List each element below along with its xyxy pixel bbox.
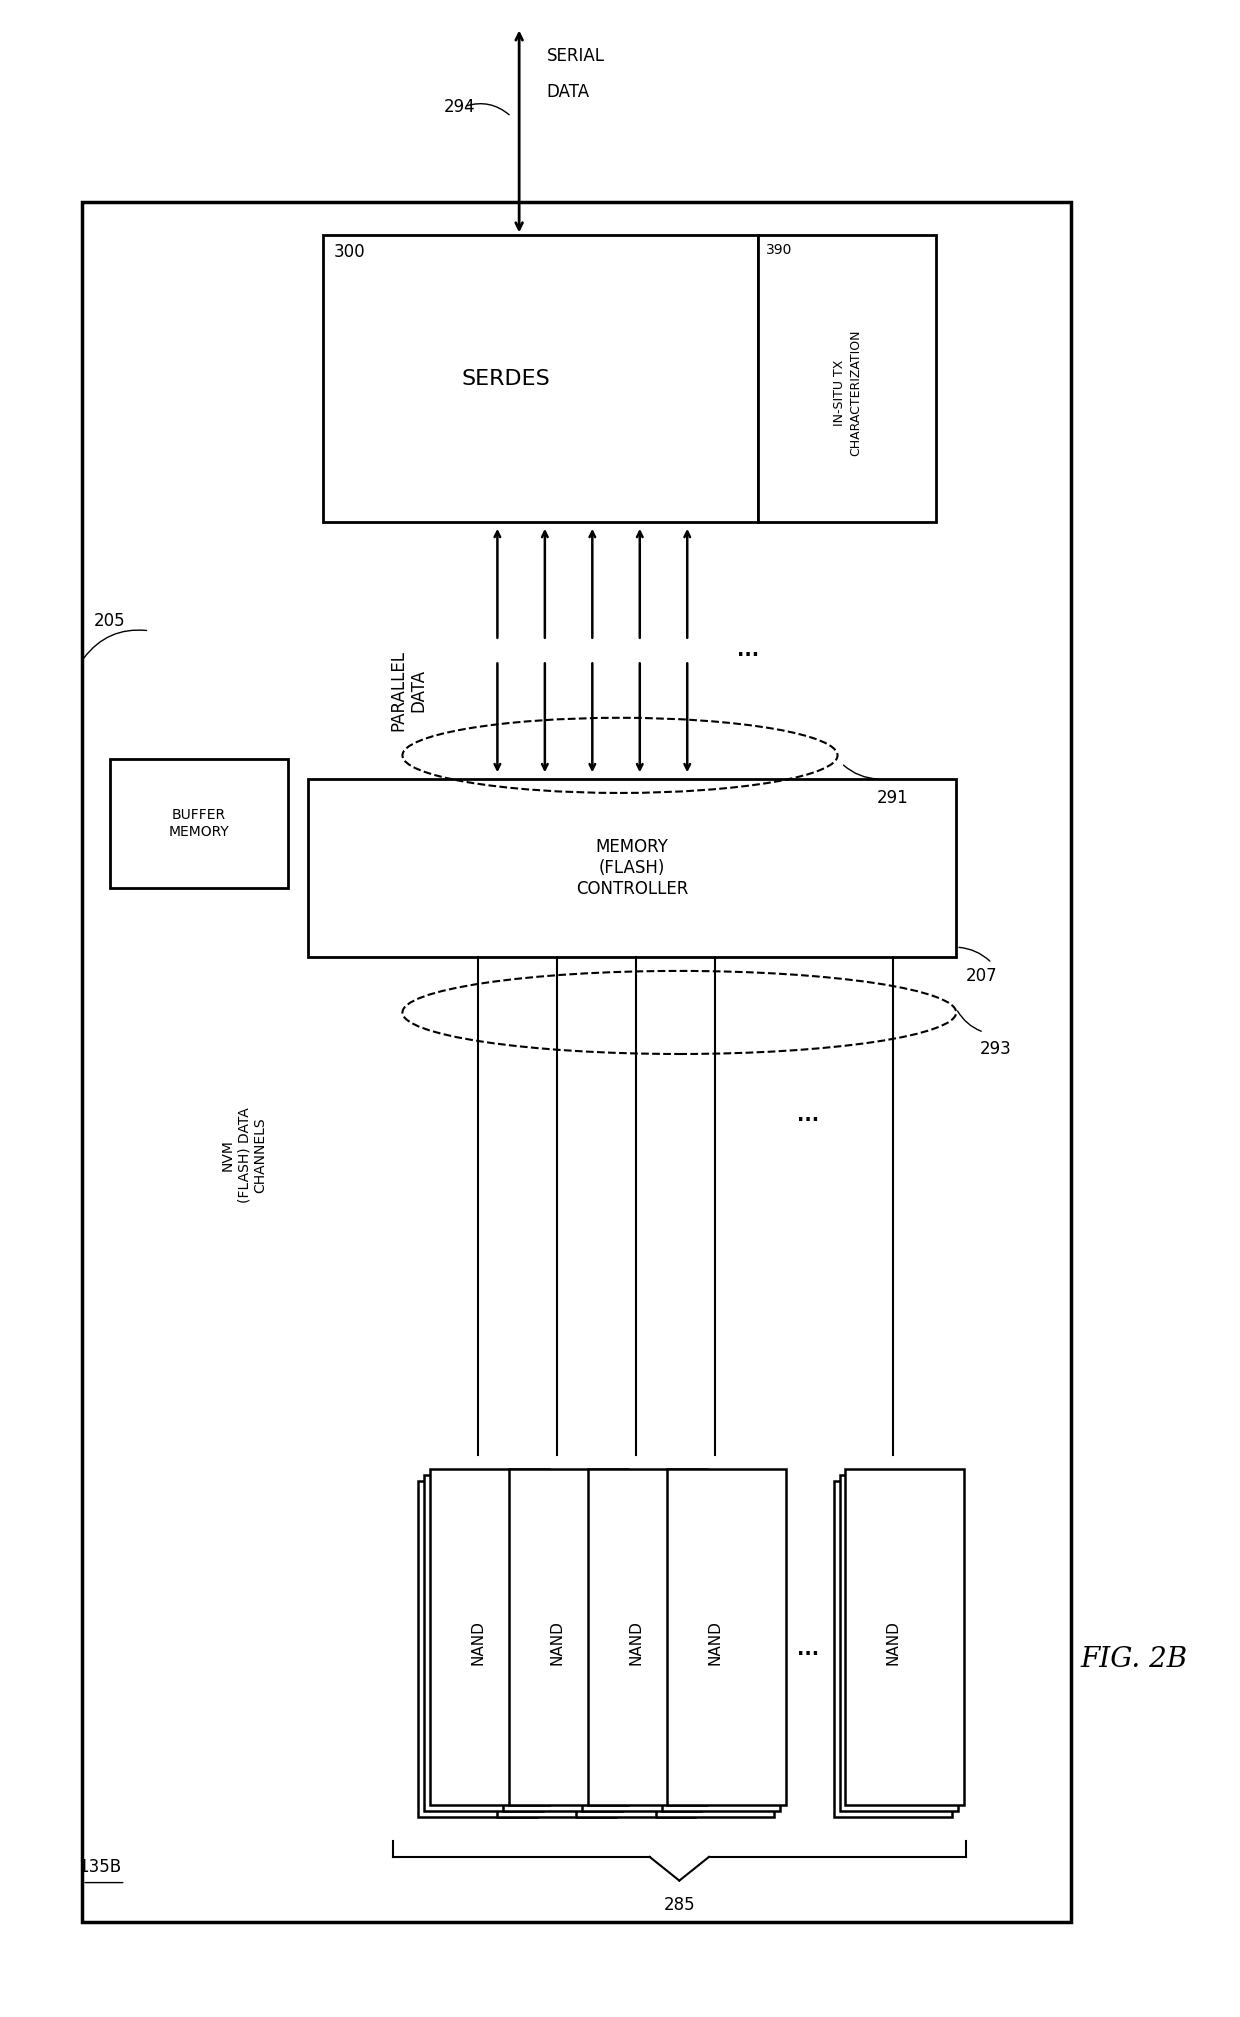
Bar: [324, 236, 759, 522]
Bar: [497, 1480, 616, 1817]
Bar: [430, 1468, 549, 1805]
Text: NAND: NAND: [885, 1620, 900, 1664]
Text: 205: 205: [94, 611, 125, 629]
Text: SERDES: SERDES: [461, 369, 551, 389]
Text: 293: 293: [980, 1041, 1012, 1059]
Text: MEMORY
(FLASH)
CONTROLLER: MEMORY (FLASH) CONTROLLER: [575, 839, 688, 898]
Bar: [583, 1474, 701, 1811]
Text: NAND: NAND: [470, 1620, 485, 1664]
Text: SERIAL: SERIAL: [547, 46, 605, 65]
Bar: [759, 236, 936, 522]
Bar: [833, 1480, 952, 1817]
Text: NAND: NAND: [629, 1620, 644, 1664]
Text: ...: ...: [797, 1640, 818, 1658]
Text: BUFFER
MEMORY: BUFFER MEMORY: [169, 809, 229, 839]
Text: 135B: 135B: [78, 1858, 122, 1876]
Bar: [510, 1468, 627, 1805]
Text: IN-SITU TX
CHARACTERIZATION: IN-SITU TX CHARACTERIZATION: [833, 329, 862, 456]
Text: ...: ...: [738, 641, 760, 660]
Bar: [577, 1480, 696, 1817]
Bar: [418, 1480, 537, 1817]
Bar: [588, 1468, 707, 1805]
Text: ...: ...: [797, 1105, 818, 1125]
Bar: [846, 1468, 965, 1805]
Bar: [82, 202, 1071, 1922]
Bar: [110, 758, 288, 887]
Bar: [667, 1468, 786, 1805]
Text: DATA: DATA: [547, 83, 590, 101]
Text: 285: 285: [663, 1896, 696, 1914]
Text: 207: 207: [966, 966, 998, 984]
Text: FIG. 2B: FIG. 2B: [1080, 1646, 1188, 1672]
Text: NVM
(FLASH) DATA
CHANNELS: NVM (FLASH) DATA CHANNELS: [221, 1107, 268, 1202]
Bar: [839, 1474, 959, 1811]
Text: 300: 300: [334, 244, 365, 260]
Bar: [308, 779, 956, 958]
Bar: [503, 1474, 622, 1811]
Text: PARALLEL
DATA: PARALLEL DATA: [389, 649, 428, 730]
Bar: [661, 1474, 780, 1811]
Bar: [424, 1474, 543, 1811]
Text: NAND: NAND: [708, 1620, 723, 1664]
Text: 390: 390: [766, 244, 792, 258]
Text: NAND: NAND: [549, 1620, 564, 1664]
Text: 294: 294: [444, 97, 476, 115]
Bar: [656, 1480, 774, 1817]
Text: 291: 291: [877, 789, 909, 807]
